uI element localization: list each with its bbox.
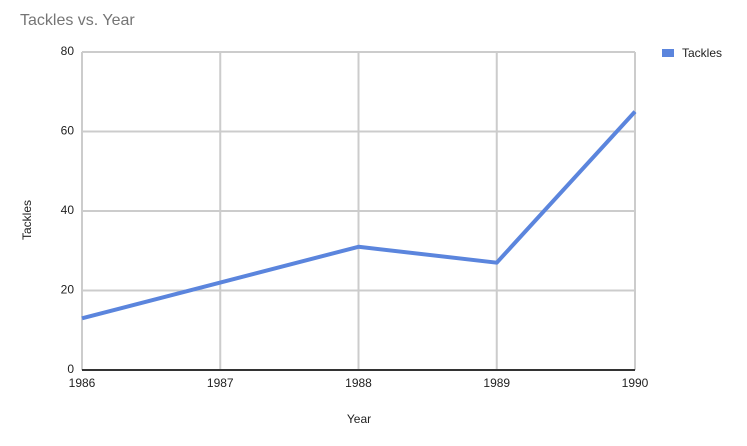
line-series: [81, 110, 637, 321]
x-tick-label: 1989: [483, 376, 510, 390]
legend-swatch: [662, 49, 674, 57]
y-tick-label: 80: [61, 44, 75, 58]
y-axis-label: Tackles: [20, 200, 34, 240]
x-tick-label: 1987: [207, 376, 234, 390]
x-tick-label: 1990: [622, 376, 649, 390]
legend-label: Tackles: [682, 46, 722, 60]
chart-title: Tackles vs. Year: [20, 12, 135, 29]
x-tick-label: 1986: [69, 376, 96, 390]
y-tick-label: 20: [61, 283, 75, 297]
y-tick-label: 60: [61, 124, 75, 138]
x-tick-label: 1988: [345, 376, 372, 390]
y-tick-label: 40: [61, 203, 75, 217]
y-tick-label: 0: [67, 362, 74, 376]
x-axis-label: Year: [347, 412, 371, 426]
